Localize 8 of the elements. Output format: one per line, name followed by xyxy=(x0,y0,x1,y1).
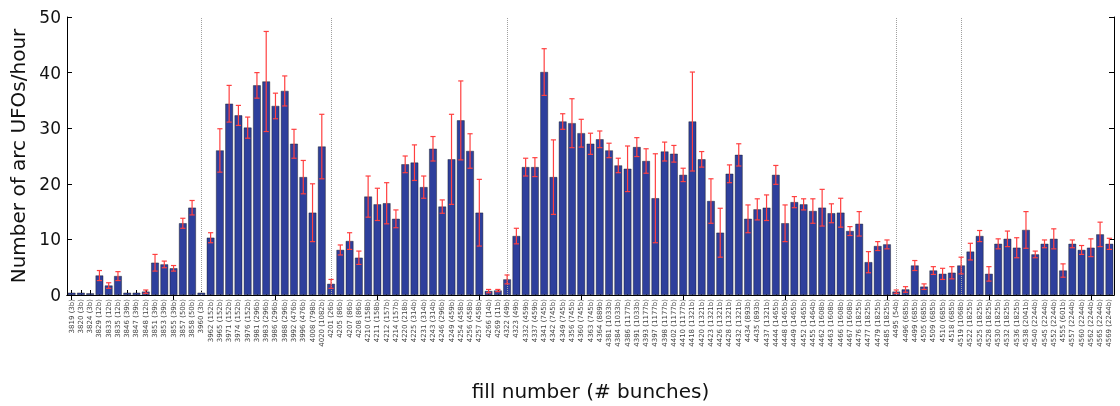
x-axis-title: fill number (# bunches) xyxy=(471,379,710,403)
y-tick-label: 0 xyxy=(50,285,61,305)
y-tick-label: 20 xyxy=(39,173,61,194)
y-tick-label: 50 xyxy=(39,7,61,27)
y-axis-title: Number of arc UFOs/hour xyxy=(6,27,31,284)
y-tick-label: 10 xyxy=(39,229,61,250)
y-tick-label: 30 xyxy=(39,118,61,139)
y-tick-label: 40 xyxy=(39,62,61,83)
